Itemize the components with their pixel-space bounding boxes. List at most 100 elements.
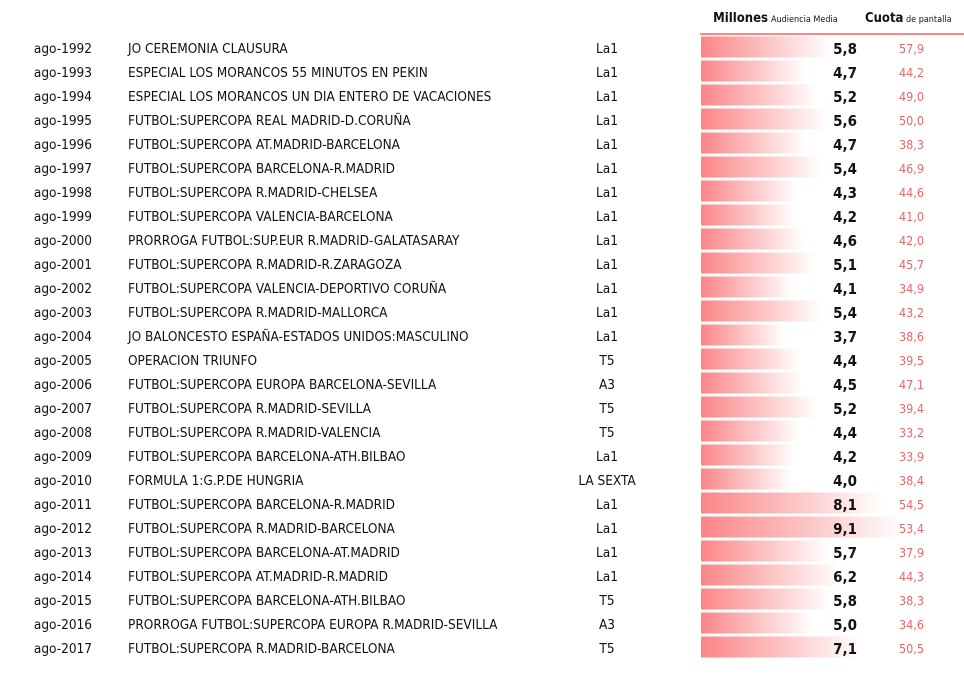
- table-row: ago-2013 FUTBOL:SUPERCOPA BARCELONA-AT.MA…: [34, 540, 924, 562]
- row-millones-value: 4,5: [833, 376, 857, 394]
- row-program: FUTBOL:SUPERCOPA BARCELONA-AT.MADRID: [128, 545, 400, 561]
- row-millones-value: 7,1: [833, 640, 857, 658]
- row-program: FUTBOL:SUPERCOPA R.MADRID-CHELSEA: [128, 185, 378, 201]
- row-millones-value: 5,7: [833, 544, 857, 562]
- row-program: FUTBOL:SUPERCOPA AT.MADRID-BARCELONA: [128, 137, 401, 153]
- row-program: FUTBOL:SUPERCOPA REAL MADRID-D.CORUÑA: [128, 112, 411, 129]
- row-cuota-value: 50,5: [899, 641, 924, 656]
- row-date: ago-2004: [34, 329, 92, 345]
- row-date: ago-2003: [34, 305, 92, 321]
- row-millones-value: 4,7: [833, 136, 857, 154]
- row-date: ago-2011: [34, 497, 92, 513]
- row-millones-value: 5,8: [833, 592, 857, 610]
- row-cuota-value: 44,6: [899, 185, 924, 200]
- row-program: FUTBOL:SUPERCOPA R.MADRID-R.ZARAGOZA: [128, 257, 402, 273]
- audience-bar: [701, 468, 791, 490]
- row-cuota-value: 39,4: [899, 401, 924, 416]
- row-cuota-value: 53,4: [899, 521, 924, 536]
- row-cuota-value: 46,9: [899, 161, 924, 176]
- audience-bar: [701, 60, 807, 82]
- audience-bar: [701, 108, 827, 130]
- audience-bar: [701, 612, 813, 634]
- row-channel: La1: [596, 161, 618, 177]
- row-millones-value: 4,2: [833, 448, 857, 466]
- table-row: ago-2014 FUTBOL:SUPERCOPA AT.MADRID-R.MAD…: [34, 564, 924, 586]
- row-program: FUTBOL:SUPERCOPA BARCELONA-R.MADRID: [128, 497, 395, 513]
- row-millones-value: 5,4: [833, 304, 857, 322]
- row-date: ago-2002: [34, 281, 92, 297]
- row-program: FUTBOL:SUPERCOPA R.MADRID-BARCELONA: [128, 641, 396, 657]
- header-de-pantalla: de pantalla: [906, 15, 952, 25]
- audience-bar: [701, 444, 796, 466]
- row-program: ESPECIAL LOS MORANCOS UN DIA ENTERO DE V…: [128, 89, 492, 105]
- table-row: ago-2012 FUTBOL:SUPERCOPA R.MADRID-BARCEL…: [34, 516, 924, 538]
- row-date: ago-1997: [34, 161, 92, 177]
- audience-bar: [701, 228, 804, 250]
- row-date: ago-2007: [34, 401, 92, 417]
- row-date: ago-1998: [34, 185, 92, 201]
- row-millones-value: 4,0: [833, 472, 857, 490]
- row-date: ago-1993: [34, 65, 92, 81]
- row-millones-value: 5,0: [833, 616, 857, 634]
- table-row: ago-2004 JO BALONCESTO ESPAÑA-ESTADOS UNI…: [34, 324, 924, 346]
- audience-bar: [701, 204, 796, 226]
- row-date: ago-2010: [34, 473, 92, 489]
- row-channel: A3: [599, 377, 615, 393]
- audience-bar: [701, 420, 800, 442]
- row-cuota-value: 45,7: [899, 257, 924, 272]
- row-channel: La1: [596, 449, 618, 465]
- row-cuota-value: 42,0: [899, 233, 924, 248]
- row-date: ago-2000: [34, 233, 92, 249]
- row-channel: T5: [598, 401, 614, 417]
- row-program: FUTBOL:SUPERCOPA BARCELONA-ATH.BILBAO: [128, 593, 405, 609]
- row-date: ago-1995: [34, 113, 92, 129]
- row-millones-value: 5,2: [833, 88, 857, 106]
- row-millones-value: 4,7: [833, 64, 857, 82]
- row-date: ago-1994: [34, 89, 92, 105]
- row-cuota-value: 37,9: [899, 545, 924, 560]
- table-row: ago-2009 FUTBOL:SUPERCOPA BARCELONA-ATH.B…: [34, 444, 924, 466]
- header-millones-label: Millones: [713, 11, 768, 26]
- table-row: ago-2017 FUTBOL:SUPERCOPA R.MADRID-BARCEL…: [34, 636, 924, 658]
- row-date: ago-2015: [34, 593, 92, 609]
- row-channel: La1: [596, 41, 618, 57]
- audience-bar: [701, 252, 816, 274]
- table-rows: ago-1992 JO CEREMONIA CLAUSURA La1 5,8 57,9a…: [34, 36, 924, 658]
- row-cuota-value: 33,2: [899, 425, 924, 440]
- row-date: ago-2016: [34, 617, 92, 633]
- row-cuota-value: 39,5: [899, 353, 924, 368]
- row-channel: La1: [596, 257, 618, 273]
- row-channel: T5: [598, 353, 614, 369]
- row-program: FUTBOL:SUPERCOPA EUROPA BARCELONA-SEVILL…: [128, 377, 437, 393]
- table-row: ago-2005 OPERACION TRIUNFO T5 4,4 39,5: [34, 348, 924, 370]
- table-row: ago-2008 FUTBOL:SUPERCOPA R.MADRID-VALENC…: [34, 420, 924, 442]
- audience-bar: [701, 564, 840, 586]
- row-channel: T5: [598, 593, 614, 609]
- row-cuota-value: 38,3: [899, 137, 924, 152]
- table-row: ago-2016 PRORROGA FUTBOL:SUPERCOPA EUROPA…: [34, 612, 924, 634]
- table-row: ago-2010 FORMULA 1:G.P.DE HUNGRIA LA SEXTA…: [34, 468, 924, 490]
- table-row: ago-1999 FUTBOL:SUPERCOPA VALENCIA-BARCEL…: [34, 204, 924, 226]
- row-cuota-value: 47,1: [899, 377, 924, 392]
- header-millones: Millones: [713, 11, 768, 26]
- row-program: JO BALONCESTO ESPAÑA-ESTADOS UNIDOS:MASC…: [127, 328, 469, 345]
- row-millones-value: 4,3: [833, 184, 857, 202]
- audience-bar: [701, 588, 831, 610]
- row-millones-value: 3,7: [833, 328, 857, 346]
- row-channel: A3: [599, 617, 615, 633]
- row-cuota-value: 57,9: [899, 41, 924, 56]
- row-cuota-value: 33,9: [899, 449, 924, 464]
- audience-bar: [701, 276, 793, 298]
- row-program: PRORROGA FUTBOL:SUP.EUR R.MADRID-GALATAS…: [128, 233, 460, 249]
- row-cuota-value: 38,4: [899, 473, 924, 488]
- audience-bar: [701, 180, 798, 202]
- table-row: ago-2006 FUTBOL:SUPERCOPA EUROPA BARCELON…: [34, 372, 924, 394]
- audience-bar: [701, 300, 822, 322]
- row-cuota-value: 43,2: [899, 305, 924, 320]
- table-row: ago-2000 PRORROGA FUTBOL:SUP.EUR R.MADRID…: [34, 228, 924, 250]
- row-date: ago-2014: [34, 569, 92, 585]
- audience-bar: [701, 36, 831, 58]
- audience-bar: [701, 348, 800, 370]
- audience-bar: [701, 516, 905, 538]
- table-row: ago-2003 FUTBOL:SUPERCOPA R.MADRID-MALLOR…: [34, 300, 924, 322]
